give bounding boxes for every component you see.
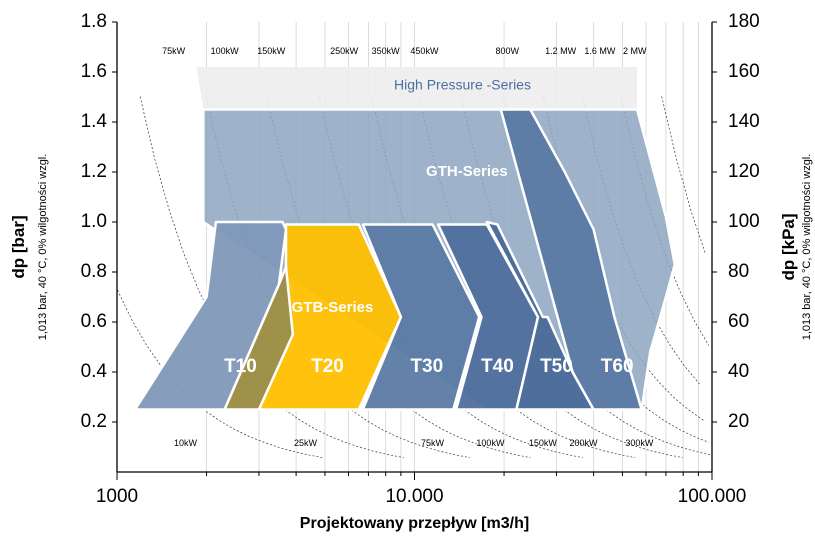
power-label-top: 150kW [257, 46, 286, 56]
zone-high-pressure-series [196, 67, 638, 110]
y-tick-label: 1.6 [81, 61, 107, 82]
zone-label: T50 [540, 356, 573, 377]
zone-label: GTB-Series [292, 299, 374, 316]
power-label-top: 2 MW [623, 46, 647, 56]
power-label-top: 250kW [330, 46, 359, 56]
power-label-top: 800W [495, 46, 519, 56]
zone-label: High Pressure -Series [394, 76, 531, 92]
y-tick-label-right: 60 [728, 311, 749, 332]
power-label-top: 1.2 MW [545, 46, 577, 56]
y-tick-label: 1.0 [81, 211, 107, 232]
zone-t30 [361, 223, 481, 411]
y-tick-label: 0.8 [81, 261, 107, 282]
power-label-top: 1.6 MW [584, 46, 616, 56]
y-tick-label-right: 20 [728, 411, 749, 432]
y-tick-label: 0.2 [81, 411, 107, 432]
x-tick-label: 100.000 [678, 486, 747, 507]
y-tick-label: 1.4 [81, 111, 108, 132]
power-label-top: 350kW [372, 46, 401, 56]
zone-label: T40 [481, 356, 514, 377]
power-label-bottom: 25kW [294, 438, 318, 448]
y-tick-label-right: 160 [728, 61, 760, 82]
y-tick-label: 1.2 [81, 161, 107, 182]
y-tick-label: 0.6 [81, 311, 107, 332]
x-tick-label: 1000 [96, 486, 138, 507]
zone-label: T20 [311, 356, 344, 377]
power-label-top: 75kW [162, 46, 186, 56]
axes: 0.2 0.4 0.6 0.8 1.0 1.2 1.4 1.6 1.8 20 40 60 80 100 12… [9, 11, 813, 532]
x-tick-label: 10.000 [385, 486, 443, 507]
power-curve [620, 96, 710, 346]
y-tick-label-right: 80 [728, 261, 749, 282]
zone-gtb-series [223, 265, 295, 411]
zone-label: T60 [601, 356, 634, 377]
power-label-bottom: 150kW [529, 438, 558, 448]
power-label-bottom: 300kW [625, 438, 654, 448]
power-curve [661, 96, 706, 255]
y-tick-label-right: 40 [728, 361, 749, 382]
y-axis-subtitle-left: 1,013 bar, 40 °C, 0% wilgotności wzgl. [37, 154, 49, 341]
zone-label: T10 [224, 356, 257, 377]
y-axis-title-right: dp [kPa] [779, 213, 798, 280]
power-label-bottom: 75kW [421, 438, 445, 448]
y-tick-label: 0.4 [81, 361, 108, 382]
y-tick-label-right: 120 [728, 161, 760, 182]
power-curve [117, 290, 323, 458]
y-tick-label-right: 140 [728, 111, 760, 132]
zone-t60 [499, 108, 643, 411]
y-axis-subtitle-right: 1,013 bar, 40 °C, 0% wilgotności wzgl. [801, 154, 813, 341]
y-tick-label-right: 180 [728, 11, 760, 32]
power-label-bottom: 10kW [174, 438, 198, 448]
power-label-bottom: 100kW [476, 438, 505, 448]
zone-label: GTH-Series [426, 163, 508, 180]
power-label-bottom: 200kW [570, 438, 599, 448]
power-label-top: 450kW [410, 46, 439, 56]
power-label-top: 100kW [211, 46, 240, 56]
zone-label: T30 [410, 356, 443, 377]
y-axis-title-left: dp [bar] [9, 215, 28, 278]
y-tick-label: 1.8 [81, 11, 107, 32]
labels: High Pressure -Series GTH-Series T10 T20 GTB… [162, 46, 654, 448]
zones [133, 67, 677, 411]
y-tick-label-right: 100 [728, 211, 760, 232]
x-axis-title: Projektowany przepływ [m3/h] [300, 515, 529, 532]
